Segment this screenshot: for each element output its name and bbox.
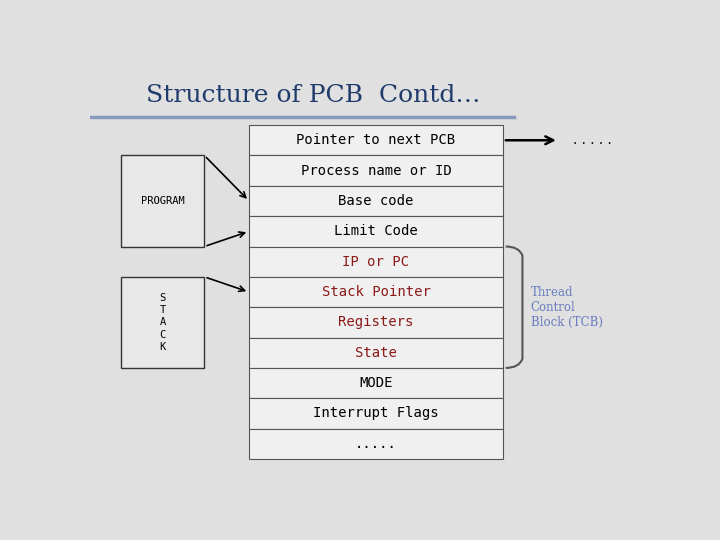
Bar <box>249 156 503 186</box>
Text: Base code: Base code <box>338 194 414 208</box>
Bar <box>249 338 503 368</box>
Bar <box>121 277 204 368</box>
Bar <box>249 216 503 246</box>
Text: Structure of PCB  Contd…: Structure of PCB Contd… <box>145 84 480 106</box>
Text: Thread
Control
Block (TCB): Thread Control Block (TCB) <box>531 286 603 329</box>
Bar <box>249 399 503 429</box>
Bar <box>121 156 204 246</box>
Text: Limit Code: Limit Code <box>334 224 418 238</box>
Text: . . . . .: . . . . . <box>572 133 611 147</box>
Bar <box>249 368 503 399</box>
Text: IP or PC: IP or PC <box>343 255 410 269</box>
Text: Process name or ID: Process name or ID <box>301 164 451 178</box>
Bar <box>249 277 503 307</box>
Text: S
T
A
C
K: S T A C K <box>159 293 166 352</box>
Bar <box>249 125 503 156</box>
Text: PROGRAM: PROGRAM <box>140 196 184 206</box>
Text: .....: ..... <box>355 437 397 451</box>
Bar <box>249 307 503 338</box>
Bar <box>249 246 503 277</box>
Text: MODE: MODE <box>359 376 392 390</box>
Text: Stack Pointer: Stack Pointer <box>322 285 431 299</box>
Text: Pointer to next PCB: Pointer to next PCB <box>297 133 456 147</box>
Bar <box>249 429 503 459</box>
Text: Interrupt Flags: Interrupt Flags <box>313 407 438 421</box>
Text: State: State <box>355 346 397 360</box>
Bar <box>249 186 503 216</box>
Text: Registers: Registers <box>338 315 414 329</box>
